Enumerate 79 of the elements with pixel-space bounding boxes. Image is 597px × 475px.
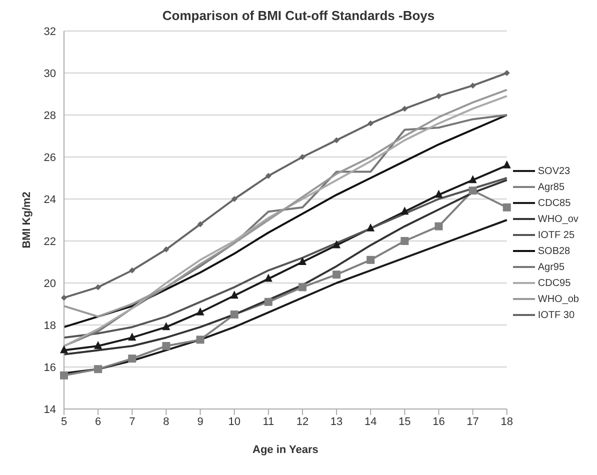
x-tick-label: 8	[163, 416, 170, 428]
point	[332, 270, 341, 279]
point	[196, 307, 204, 316]
point	[128, 332, 136, 341]
y-tick-label: 20	[44, 278, 56, 290]
y-tick-label: 32	[44, 26, 56, 38]
point	[332, 240, 341, 248]
point	[434, 222, 443, 230]
legend-label: Agr85	[538, 182, 565, 192]
x-tick-label: 15	[398, 416, 411, 428]
point	[162, 342, 170, 350]
legend-label: WHO_ov	[538, 214, 578, 224]
point	[162, 322, 170, 330]
x-tick-label: 11	[262, 416, 274, 428]
legend-label: IOTF 25	[538, 230, 575, 240]
y-tick-label: 30	[44, 68, 56, 80]
x-tick-label: 9	[197, 416, 204, 428]
point	[265, 172, 272, 179]
x-tick-label: 14	[364, 416, 377, 428]
point	[298, 283, 306, 292]
point	[400, 206, 409, 215]
point	[197, 221, 204, 228]
point	[402, 106, 408, 112]
x-tick-label: 5	[60, 416, 68, 428]
point	[231, 196, 238, 202]
y-tick-label: 16	[44, 362, 56, 374]
legend-label: CDC85	[538, 198, 571, 208]
point	[470, 82, 476, 89]
point	[230, 310, 238, 318]
y-tick-label: 22	[44, 236, 56, 248]
x-axis-title: Age in Years	[252, 444, 318, 456]
legend-label: Agr95	[538, 262, 565, 272]
point	[299, 154, 306, 160]
point	[230, 290, 238, 299]
legend-label: CDC95	[538, 278, 571, 288]
legend-label: WHO_ob	[538, 294, 579, 304]
legend-label: SOB28	[538, 246, 570, 256]
x-tick-label: 13	[330, 416, 343, 428]
x-tick-label: 18	[500, 416, 513, 428]
point	[434, 190, 443, 198]
point	[504, 70, 510, 76]
point	[468, 186, 477, 195]
point	[502, 160, 511, 168]
point	[468, 175, 477, 184]
y-tick-label: 18	[44, 320, 56, 332]
y-tick-label: 28	[44, 110, 56, 122]
legend-label: IOTF 30	[538, 310, 575, 320]
point	[366, 256, 375, 264]
x-tick-label: 7	[129, 416, 136, 428]
x-tick-label: 10	[228, 416, 240, 428]
point	[298, 257, 306, 265]
point	[368, 120, 374, 126]
point	[264, 274, 272, 282]
x-tick-label: 16	[432, 416, 445, 428]
point	[163, 246, 170, 252]
point	[334, 137, 340, 144]
point	[400, 237, 409, 245]
y-axis-title: BMI Kg/m2	[20, 192, 33, 248]
point	[94, 341, 102, 349]
x-tick-label: 6	[95, 416, 102, 428]
chart-title: Comparison of BMI Cut-off Standards -Boys	[161, 8, 436, 23]
point	[264, 298, 272, 306]
y-tick-label: 26	[44, 152, 56, 164]
point	[60, 345, 68, 354]
point	[95, 284, 102, 290]
legend-label: SOV23	[538, 166, 570, 176]
point	[196, 336, 204, 344]
y-tick-label: 24	[44, 194, 56, 206]
point	[366, 223, 375, 232]
point	[60, 371, 68, 380]
point	[129, 267, 136, 274]
x-tick-label: 12	[296, 416, 309, 428]
point	[61, 294, 67, 301]
point	[94, 365, 102, 374]
y-tick-label: 14	[44, 404, 56, 416]
x-tick-label: 17	[466, 416, 479, 428]
point	[502, 203, 511, 212]
point	[128, 354, 136, 363]
point	[436, 93, 442, 100]
